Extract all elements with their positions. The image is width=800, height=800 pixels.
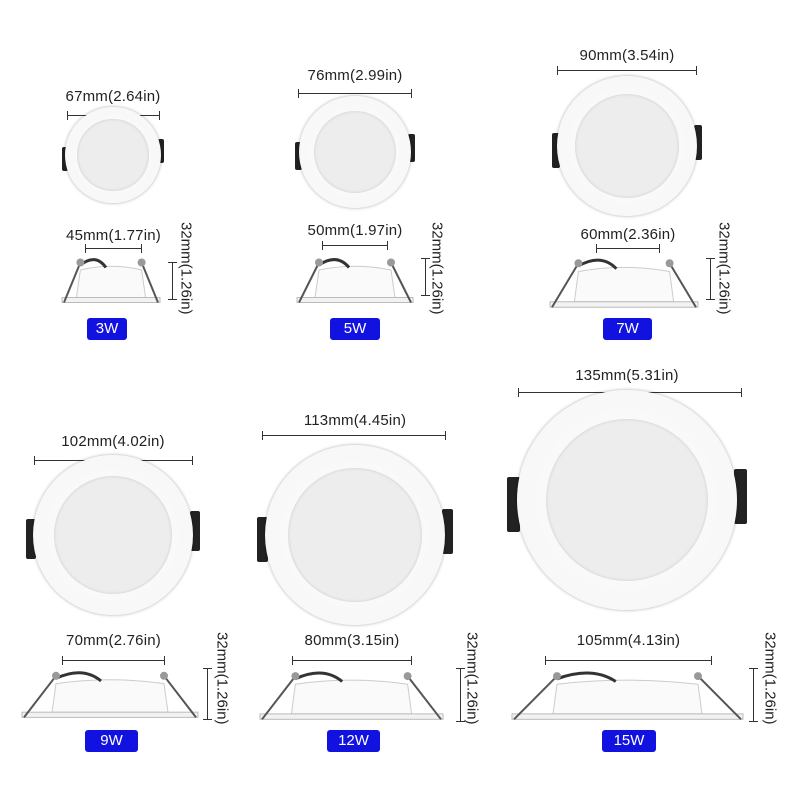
downlight-front-view	[557, 76, 697, 216]
mounting-clip-right	[694, 124, 702, 160]
downlight-front-view	[299, 96, 411, 208]
downlight-front-view	[65, 107, 161, 203]
cutout-dimension-line	[292, 656, 412, 665]
downlight-front-view	[265, 445, 445, 625]
diameter-label: 113mm(4.45in)	[303, 412, 407, 429]
mounting-clip-left	[552, 132, 560, 168]
mounting-clip-left	[26, 519, 36, 559]
height-dimension-line	[203, 668, 212, 720]
mounting-clip-right	[408, 134, 415, 162]
mounting-clip-left	[295, 142, 302, 170]
mounting-clip-right	[734, 468, 747, 524]
wattage-badge: 7W	[603, 318, 652, 340]
cutout-label: 105mm(4.13in)	[576, 632, 681, 649]
mounting-clip-right	[190, 511, 200, 551]
wattage-badge: 12W	[327, 730, 380, 752]
height-label: 32mm(1.26in)	[428, 222, 446, 315]
height-label: 32mm(1.26in)	[213, 632, 231, 725]
diameter-label: 67mm(2.64in)	[65, 88, 161, 105]
downlight-side-view	[296, 258, 414, 303]
diameter-label: 76mm(2.99in)	[307, 67, 403, 84]
downlight-front-view	[517, 390, 737, 610]
cutout-dimension-line	[596, 244, 660, 253]
mounting-clip-right	[442, 508, 453, 554]
diameter-label: 135mm(5.31in)	[575, 367, 679, 384]
light-panel	[77, 119, 149, 191]
diameter-label: 102mm(4.02in)	[61, 433, 165, 450]
height-dimension-line	[456, 668, 465, 722]
height-label: 32mm(1.26in)	[177, 222, 195, 315]
height-dimension-line	[706, 258, 715, 300]
light-panel	[313, 110, 397, 194]
wattage-badge: 9W	[85, 730, 138, 752]
diameter-label: 90mm(3.54in)	[579, 47, 675, 64]
cutout-dimension-line	[62, 656, 165, 665]
mounting-clip-left	[507, 476, 520, 532]
height-label: 32mm(1.26in)	[715, 222, 733, 315]
cutout-dimension-line	[322, 241, 388, 250]
cutout-label: 45mm(1.77in)	[66, 227, 161, 244]
diameter-dimension-line	[262, 431, 446, 440]
downlight-side-view	[549, 258, 699, 308]
wattage-badge: 3W	[87, 318, 127, 340]
wattage-badge: 15W	[602, 730, 656, 752]
diameter-dimension-line	[298, 89, 412, 98]
height-label: 32mm(1.26in)	[761, 632, 779, 725]
downlight-side-view	[259, 671, 444, 720]
cutout-label: 60mm(2.36in)	[580, 226, 676, 243]
diameter-dimension-line	[557, 66, 697, 75]
downlight-side-view	[61, 258, 161, 303]
downlight-side-view	[511, 671, 744, 721]
height-label: 32mm(1.26in)	[463, 632, 481, 725]
mounting-clip-left	[257, 516, 268, 562]
mounting-clip-right	[158, 139, 164, 163]
light-panel	[545, 418, 709, 582]
cutout-label: 80mm(3.15in)	[304, 632, 400, 649]
cutout-dimension-line	[85, 244, 142, 253]
light-panel	[53, 475, 173, 595]
downlight-front-view	[33, 455, 193, 615]
light-panel	[288, 468, 422, 602]
height-dimension-line	[421, 258, 430, 296]
cutout-label: 70mm(2.76in)	[66, 632, 161, 649]
cutout-dimension-line	[545, 656, 712, 665]
height-dimension-line	[749, 668, 758, 722]
cutout-label: 50mm(1.97in)	[307, 222, 403, 239]
downlight-side-view	[21, 671, 199, 719]
wattage-badge: 5W	[330, 318, 380, 340]
height-dimension-line	[168, 262, 177, 300]
light-panel	[575, 94, 679, 198]
